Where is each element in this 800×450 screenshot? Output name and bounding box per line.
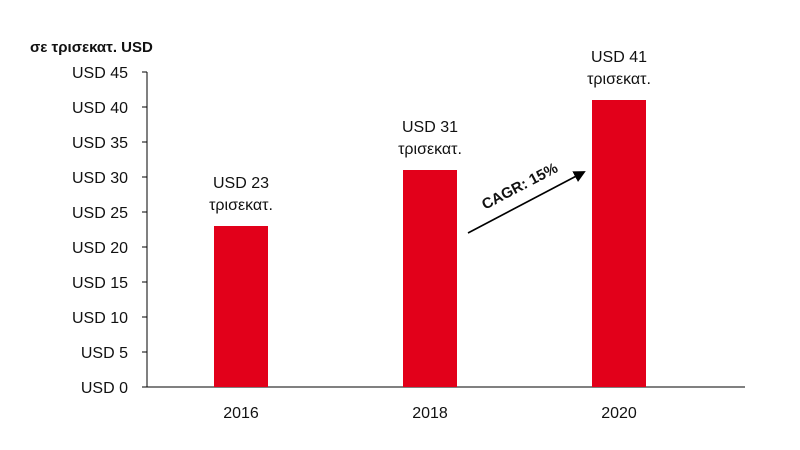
y-tick-label: USD 45 [72,65,128,82]
y-tick-label: USD 15 [72,275,128,292]
x-axis: 2016 2018 2020 [147,386,745,422]
cagr-annotation: CAGR: 15% [467,160,586,234]
cagr-arrow [467,171,586,234]
x-tick-label: 2018 [412,405,448,422]
y-tick-label: USD 40 [72,100,128,117]
bar-data-labels: USD 23 τρισεκατ. USD 31 τρισεκατ. USD 41 τρισ… [209,49,651,214]
bar [592,100,646,387]
y-tick-label: USD 0 [81,380,128,397]
unit-label: σε τρισεκατ. USD [30,39,153,56]
x-tick-label: 2020 [601,405,637,422]
y-tick-label: USD 20 [72,240,128,257]
y-tick-label: USD 10 [72,310,128,327]
bar [214,226,268,387]
bar-unit-label: τρισεκατ. [587,71,651,88]
y-tick-label: USD 25 [72,205,128,222]
bar-value-label: USD 23 [213,175,269,192]
bar [403,170,457,387]
x-tick-label: 2016 [223,405,259,422]
y-axis: USD 0 USD 5 USD 10 USD 15 USD 20 USD 25 USD 30… [72,65,148,397]
y-tick-label: USD 35 [72,135,128,152]
bar-value-label: USD 31 [402,119,458,136]
y-tick-label: USD 5 [81,345,128,362]
bar-unit-label: τρισεκατ. [209,197,273,214]
bar-unit-label: τρισεκατ. [398,141,462,158]
bars [214,100,646,387]
bar-value-label: USD 41 [591,49,647,66]
y-tick-label: USD 30 [72,170,128,187]
